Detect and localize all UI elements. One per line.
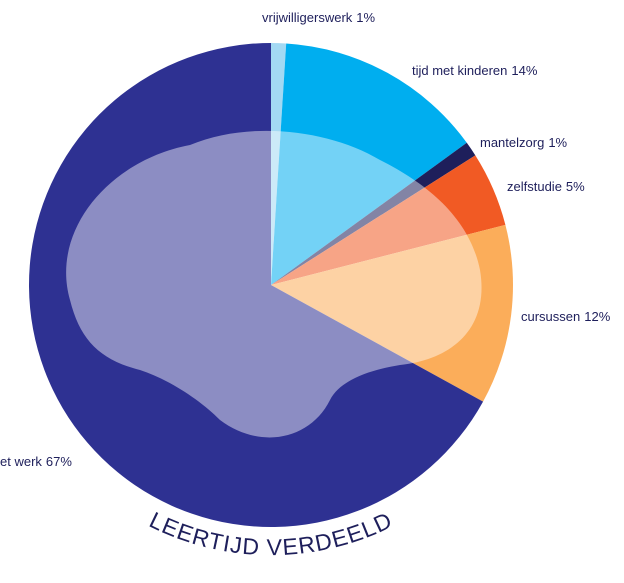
slice-category: cursussen <box>521 309 580 324</box>
slice-label: zelfstudie 5% <box>507 179 585 194</box>
slice-value-label: 5% <box>566 179 585 194</box>
slice-category: zelfstudie <box>507 179 562 194</box>
slice-value-label: 1% <box>548 135 567 150</box>
slice-value-label: 12% <box>584 309 610 324</box>
slice-label: cursussen 12% <box>521 309 611 324</box>
slice-category: tijd met kinderen <box>412 63 507 78</box>
slice-label: mantelzorg 1% <box>480 135 568 150</box>
slice-label: tijd met kinderen 14% <box>412 63 538 78</box>
slice-category: mantelzorg <box>480 135 544 150</box>
slice-label: et werk 67% <box>0 454 72 469</box>
slice-value-label: 1% <box>356 10 375 25</box>
slice-category: et werk <box>0 454 42 469</box>
chart: vrijwilligerswerk1%tijd met kinderen14%m… <box>0 0 624 583</box>
slice-value-label: 14% <box>511 63 537 78</box>
slice-category: vrijwilligerswerk <box>262 10 353 25</box>
slice-value-label: 67% <box>46 454 72 469</box>
